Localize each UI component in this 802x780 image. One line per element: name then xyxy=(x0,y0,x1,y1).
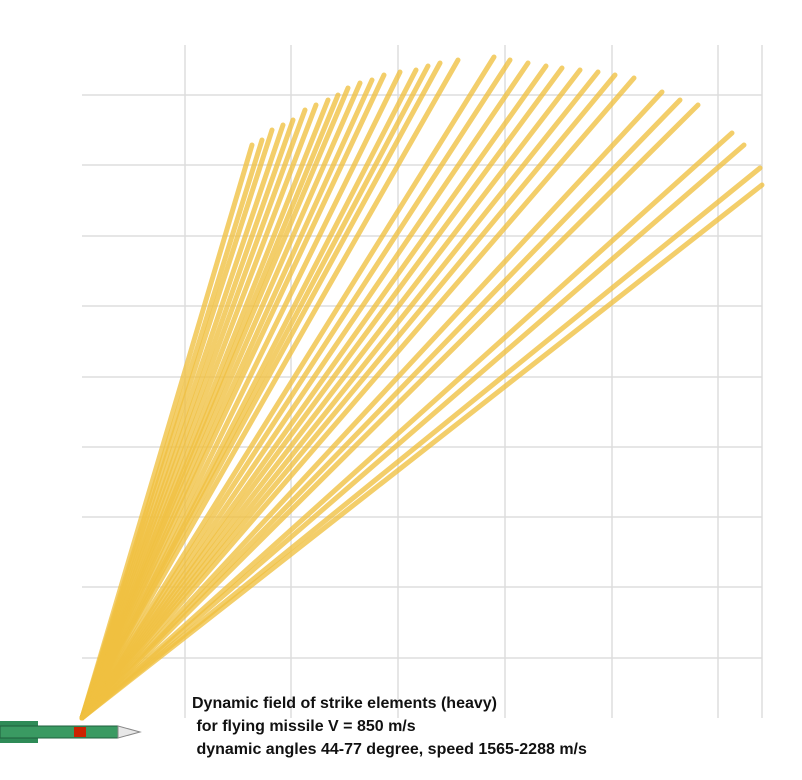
strike-element-ray xyxy=(79,69,601,721)
missile-fin-front xyxy=(0,737,38,743)
strike-element-ray xyxy=(79,75,637,721)
strike-element-ray xyxy=(79,182,765,721)
missile-fin-rear xyxy=(0,721,38,727)
caption-line-speed: for flying missile V = 850 m/s xyxy=(192,718,416,735)
strike-element-ray xyxy=(79,57,461,721)
strike-element-ray xyxy=(79,97,683,721)
missile-body xyxy=(0,725,119,739)
caption-line-angles: dynamic angles 44-77 degree, speed 1565-… xyxy=(192,741,587,758)
strike-element-ray xyxy=(79,57,513,721)
strike-element-ray xyxy=(79,72,618,721)
strike-element-ray xyxy=(79,130,735,721)
strike-element-ray xyxy=(79,142,747,721)
strike-element-ray xyxy=(79,54,497,721)
strike-element-rays xyxy=(79,54,765,721)
strike-element-ray xyxy=(79,67,583,721)
strike-element-ray xyxy=(79,102,701,721)
missile-icon xyxy=(0,721,142,743)
diagram-caption: Dynamic field of strike elements (heavy)… xyxy=(192,692,587,761)
strike-element-ray xyxy=(79,65,565,721)
caption-line-title: Dynamic field of strike elements (heavy) xyxy=(192,695,497,712)
strike-element-ray xyxy=(79,60,531,721)
missile-nose xyxy=(117,725,142,739)
strike-element-ray xyxy=(79,89,665,721)
missile-band xyxy=(74,727,86,737)
